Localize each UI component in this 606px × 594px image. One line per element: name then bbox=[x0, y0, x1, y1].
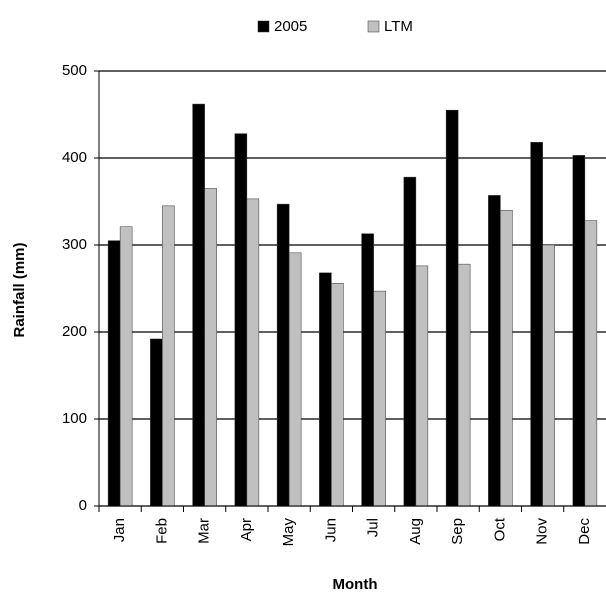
y-tick-label: 0 bbox=[79, 497, 87, 514]
bar bbox=[584, 220, 598, 507]
bar bbox=[373, 290, 386, 507]
x-tick-label: Mar bbox=[196, 518, 213, 544]
bar bbox=[319, 272, 332, 507]
bar bbox=[288, 252, 302, 507]
bar bbox=[162, 205, 175, 507]
x-tick-label: May bbox=[280, 518, 297, 547]
x-tick-label: Jan bbox=[111, 518, 128, 542]
bar bbox=[457, 263, 471, 507]
bar bbox=[192, 103, 205, 507]
x-tick-label: Jun bbox=[322, 518, 339, 542]
x-tick-label: Feb bbox=[153, 518, 170, 544]
bar bbox=[500, 209, 513, 507]
legend-label: 2005 bbox=[274, 18, 307, 35]
y-tick-label: 200 bbox=[62, 323, 87, 340]
x-tick-label: Sep bbox=[449, 518, 466, 545]
bar bbox=[488, 195, 501, 507]
bar bbox=[415, 265, 429, 507]
bar bbox=[361, 233, 374, 507]
bar bbox=[403, 176, 417, 507]
x-tick-label: Oct bbox=[491, 517, 508, 541]
bar bbox=[542, 244, 555, 507]
x-tick-label: Dec bbox=[576, 518, 593, 545]
legend-label: LTM bbox=[384, 18, 413, 35]
bar bbox=[445, 109, 459, 507]
x-tick-label: Nov bbox=[534, 518, 551, 545]
bar bbox=[331, 283, 344, 507]
bar bbox=[276, 203, 290, 507]
y-tick-label: 300 bbox=[62, 236, 87, 253]
bar bbox=[530, 142, 543, 507]
x-tick-label: Jul bbox=[365, 518, 382, 537]
bar bbox=[107, 240, 121, 507]
bar bbox=[204, 188, 217, 507]
y-tick-label: 500 bbox=[62, 62, 87, 79]
y-tick-label: 100 bbox=[62, 410, 87, 427]
x-axis-title: Month bbox=[333, 576, 378, 593]
y-axis-title: Rainfall (mm) bbox=[11, 242, 28, 337]
x-tick-label: Aug bbox=[407, 518, 424, 545]
legend-swatch bbox=[257, 20, 270, 33]
bar bbox=[246, 198, 260, 507]
legend-swatch bbox=[367, 20, 380, 33]
bar bbox=[234, 133, 248, 507]
bar bbox=[119, 226, 133, 507]
y-tick-label: 400 bbox=[62, 149, 87, 166]
bar bbox=[572, 155, 586, 507]
bar bbox=[150, 338, 163, 507]
x-tick-label: Apr bbox=[238, 518, 255, 541]
